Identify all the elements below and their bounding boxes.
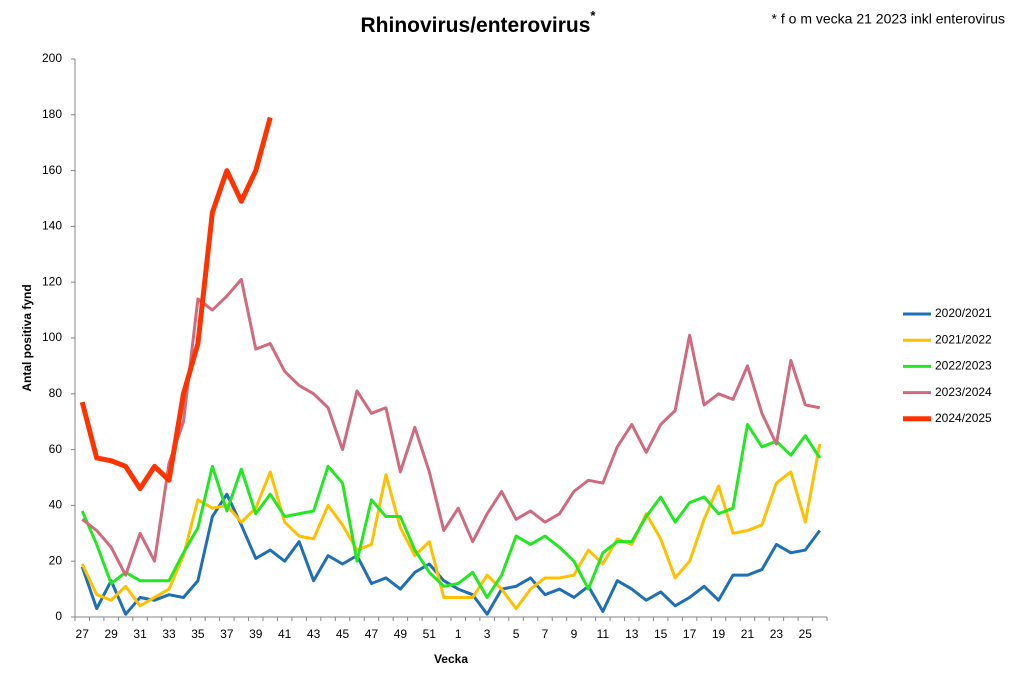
- x-tick-label: 11: [597, 627, 610, 641]
- x-tick-label: 27: [76, 627, 90, 641]
- y-tick-label: 200: [42, 51, 62, 65]
- x-tick-label: 47: [365, 627, 379, 641]
- x-tick-label: 37: [220, 627, 234, 641]
- x-tick-label: 45: [336, 627, 350, 641]
- x-tick-label: 13: [625, 627, 639, 641]
- series-line: [81, 277, 821, 577]
- x-tick-label: 3: [484, 627, 491, 641]
- x-tick-label: 29: [104, 627, 118, 641]
- legend-label: 2021/2022: [935, 332, 992, 346]
- title-superscript: *: [590, 8, 596, 23]
- x-tick-label: 41: [278, 627, 292, 641]
- x-tick-label: 9: [571, 627, 578, 641]
- legend-label: 2024/2025: [935, 411, 992, 425]
- x-tick-label: 31: [133, 627, 147, 641]
- y-tick-label: 0: [55, 609, 62, 623]
- x-tick-label: 39: [249, 627, 263, 641]
- x-axis-label: Vecka: [434, 652, 468, 666]
- series-line: [79, 116, 273, 492]
- y-tick-label: 60: [49, 442, 63, 456]
- series-line: [80, 422, 822, 599]
- y-tick-label: 80: [49, 386, 63, 400]
- y-tick-label: 20: [49, 553, 63, 567]
- x-tick-label: 51: [423, 627, 437, 641]
- series-line: [80, 443, 822, 611]
- x-tick-label: 15: [654, 627, 668, 641]
- y-tick-label: 160: [42, 163, 62, 177]
- annotation: * f o m vecka 21 2023 inkl enterovirus: [772, 11, 1005, 27]
- legend-label: 2023/2024: [935, 385, 992, 399]
- y-tick-label: 40: [49, 498, 63, 512]
- legend-label: 2020/2021: [935, 306, 992, 320]
- y-axis-label: Antal positiva fynd: [20, 284, 34, 391]
- x-tick-label: 5: [513, 627, 520, 641]
- x-tick-label: 21: [741, 627, 755, 641]
- y-tick-label: 100: [42, 330, 62, 344]
- legend-label: 2022/2023: [935, 359, 992, 373]
- x-tick-label: 25: [799, 627, 813, 641]
- x-tick-label: 33: [162, 627, 176, 641]
- x-tick-label: 17: [683, 627, 697, 641]
- x-tick-label: 35: [191, 627, 205, 641]
- x-tick-label: 7: [542, 627, 549, 641]
- title-text: Rhinovirus/enterovirus: [361, 14, 591, 37]
- y-tick-label: 140: [42, 219, 62, 233]
- x-tick-label: 49: [394, 627, 408, 641]
- x-tick-label: 43: [307, 627, 321, 641]
- chart-title: Rhinovirus/enterovirus*: [361, 8, 597, 36]
- y-tick-label: 120: [42, 274, 62, 288]
- x-tick-label: 19: [712, 627, 726, 641]
- x-tick-label: 23: [770, 627, 784, 641]
- y-tick-label: 180: [42, 107, 62, 121]
- x-tick-label: 1: [455, 627, 462, 641]
